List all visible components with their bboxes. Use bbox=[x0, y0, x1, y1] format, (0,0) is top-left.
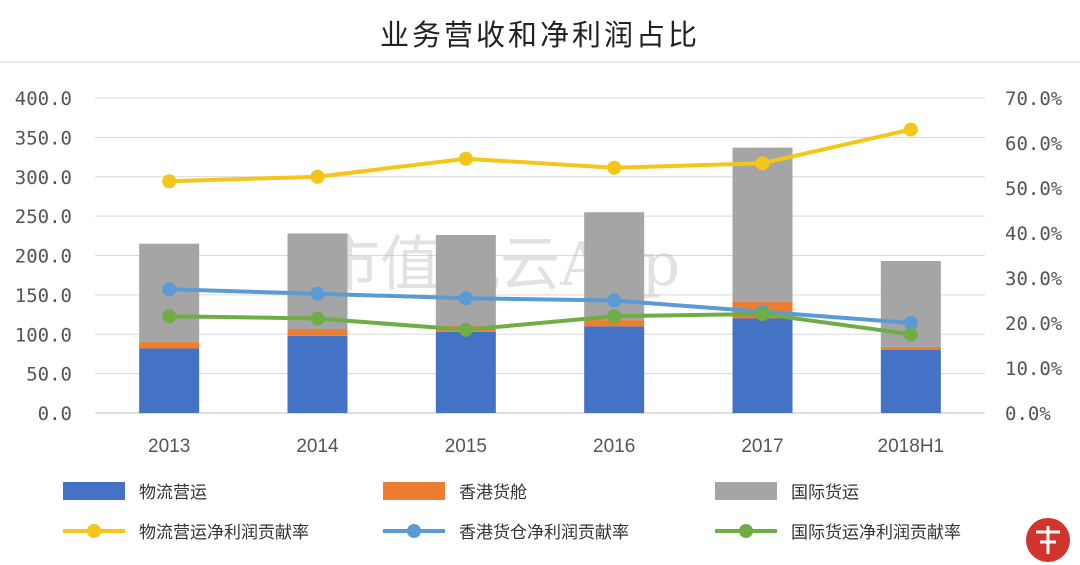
data-point bbox=[903, 122, 918, 137]
data-point bbox=[755, 156, 770, 171]
left-tick-label: 50.0 bbox=[26, 364, 72, 386]
legend-label: 国际货运净利润贡献率 bbox=[791, 523, 961, 543]
data-point bbox=[903, 316, 918, 330]
legend-swatch bbox=[63, 482, 125, 500]
data-point bbox=[162, 282, 177, 297]
x-axis: 2013 2014 2015 2016 2017 2018H1 bbox=[148, 436, 944, 457]
legend-swatch bbox=[383, 482, 445, 500]
left-tick-label: 100.0 bbox=[15, 324, 72, 346]
series-line bbox=[169, 127, 912, 184]
left-tick-label: 400.0 bbox=[15, 88, 72, 110]
category-label: 2014 bbox=[296, 436, 339, 457]
gridlines bbox=[95, 97, 985, 414]
data-point bbox=[607, 309, 622, 324]
bar-segment bbox=[880, 350, 941, 413]
left-tick-label: 250.0 bbox=[15, 206, 72, 228]
data-point bbox=[458, 151, 473, 166]
bar-segment bbox=[880, 346, 941, 350]
lines bbox=[162, 122, 918, 342]
left-tick-label: 350.0 bbox=[15, 127, 72, 149]
data-point bbox=[755, 307, 770, 321]
data-point bbox=[310, 286, 325, 301]
legend-label: 物流营运净利润贡献率 bbox=[139, 523, 309, 543]
data-point bbox=[458, 291, 473, 306]
right-axis: 0.0% 10.0% 20.0% 30.0% 40.0% 50.0% 60.0% 70.0% bbox=[1005, 88, 1063, 425]
right-tick-label: 50.0% bbox=[1005, 178, 1063, 200]
bar-segment bbox=[287, 329, 348, 336]
legend-label: 国际货运 bbox=[791, 483, 859, 503]
category-label: 2013 bbox=[148, 436, 190, 457]
legend-label: 物流营运 bbox=[139, 483, 207, 503]
badge-icon bbox=[1026, 518, 1070, 562]
right-tick-label: 10.0% bbox=[1005, 358, 1063, 380]
data-point bbox=[903, 327, 918, 342]
bar-segment bbox=[139, 348, 200, 413]
legend-swatch bbox=[715, 482, 777, 500]
category-label: 2016 bbox=[593, 436, 635, 457]
data-point bbox=[607, 293, 622, 308]
bar-segment bbox=[139, 342, 200, 349]
series-line bbox=[169, 312, 912, 337]
category-label: 2018H1 bbox=[878, 436, 945, 457]
data-point bbox=[310, 169, 325, 184]
left-tick-label: 0.0 bbox=[38, 403, 72, 425]
data-point bbox=[310, 311, 325, 326]
chart-title: 业务营收和净利润占比 bbox=[380, 18, 700, 52]
left-axis: 0.0 50.0 100.0 150.0 200.0 250.0 300.0 350.0 400… bbox=[15, 88, 72, 425]
category-label: 2017 bbox=[741, 436, 783, 457]
right-tick-label: 0.0% bbox=[1005, 403, 1051, 425]
right-tick-label: 60.0% bbox=[1005, 133, 1063, 155]
bar-segment bbox=[435, 331, 496, 413]
bar-segment bbox=[584, 326, 645, 413]
data-point bbox=[458, 322, 473, 337]
right-tick-label: 40.0% bbox=[1005, 223, 1063, 245]
legend-marker bbox=[739, 524, 753, 538]
left-tick-label: 300.0 bbox=[15, 167, 72, 189]
bar-segment bbox=[435, 235, 496, 326]
legend-marker bbox=[407, 524, 421, 538]
category-label: 2015 bbox=[445, 436, 487, 457]
left-tick-label: 200.0 bbox=[15, 246, 72, 268]
bar-segment bbox=[287, 335, 348, 413]
right-tick-label: 70.0% bbox=[1005, 88, 1063, 110]
legend-label: 香港货仓净利润贡献率 bbox=[459, 523, 629, 543]
data-point bbox=[162, 309, 177, 324]
bar-segment bbox=[732, 147, 793, 302]
legend-marker bbox=[87, 524, 101, 538]
left-tick-label: 150.0 bbox=[15, 285, 72, 307]
data-point bbox=[162, 174, 177, 189]
right-tick-label: 30.0% bbox=[1005, 268, 1063, 290]
bar-segment bbox=[732, 318, 793, 413]
legend-label: 香港货舱 bbox=[459, 483, 527, 503]
series-line bbox=[169, 287, 911, 325]
right-tick-label: 20.0% bbox=[1005, 313, 1063, 335]
data-point bbox=[607, 160, 622, 175]
